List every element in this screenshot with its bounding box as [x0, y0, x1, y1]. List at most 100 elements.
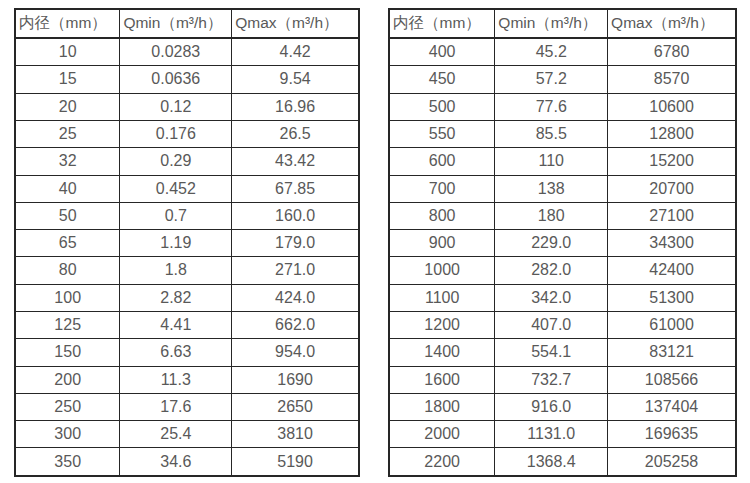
table-cell: 80: [15, 257, 120, 284]
table-cell: 180: [495, 202, 608, 229]
table-cell: 916.0: [495, 393, 608, 420]
table-cell: 2650: [232, 393, 359, 420]
table-cell: 2.82: [120, 284, 232, 311]
table-cell: 550: [389, 120, 495, 147]
flow-table-small-diameters: 内径（mm）Qmin（m³/h）Qmax（m³/h）100.02834.4215…: [14, 8, 360, 477]
column-header: 内径（mm）: [15, 9, 120, 38]
table-cell: 51300: [608, 284, 736, 311]
table-row: 801.8271.0: [15, 257, 359, 284]
table-row: 45057.28570: [389, 66, 736, 93]
table-row: 500.7160.0: [15, 202, 359, 229]
table-cell: 27100: [608, 202, 736, 229]
table-cell: 17.6: [120, 393, 232, 420]
table-cell: 1.19: [120, 230, 232, 257]
table-cell: 138: [495, 175, 608, 202]
table-cell: 61000: [608, 311, 736, 338]
table-cell: 42400: [608, 257, 736, 284]
table-cell: 85.5: [495, 120, 608, 147]
column-header: Qmin（m³/h）: [495, 9, 608, 38]
table-row: 1506.63954.0: [15, 339, 359, 366]
table-cell: 1690: [232, 366, 359, 393]
table-cell: 160.0: [232, 202, 359, 229]
table-cell: 43.42: [232, 148, 359, 175]
table-cell: 450: [389, 66, 495, 93]
table-cell: 20700: [608, 175, 736, 202]
table-row: 1200407.061000: [389, 311, 736, 338]
table-cell: 20: [15, 93, 120, 120]
table-cell: 110: [495, 148, 608, 175]
table-cell: 500: [389, 93, 495, 120]
table-cell: 108566: [608, 366, 736, 393]
table-cell: 0.29: [120, 148, 232, 175]
table-cell: 83121: [608, 339, 736, 366]
table-cell: 125: [15, 311, 120, 338]
table-row: 1000282.042400: [389, 257, 736, 284]
table-cell: 5190: [232, 448, 359, 476]
table-row: 400.45267.85: [15, 175, 359, 202]
table-row: 150.06369.54: [15, 66, 359, 93]
table-cell: 26.5: [232, 120, 359, 147]
table-cell: 25.4: [120, 421, 232, 448]
table-cell: 700: [389, 175, 495, 202]
table-cell: 16.96: [232, 93, 359, 120]
table-cell: 32: [15, 148, 120, 175]
table-cell: 1000: [389, 257, 495, 284]
table-row: 40045.26780: [389, 38, 736, 66]
table-row: 250.17626.5: [15, 120, 359, 147]
table-cell: 2000: [389, 421, 495, 448]
table-cell: 25: [15, 120, 120, 147]
table-row: 900229.034300: [389, 230, 736, 257]
table-row: 1254.41662.0: [15, 311, 359, 338]
table-cell: 554.1: [495, 339, 608, 366]
table-cell: 10: [15, 38, 120, 66]
table-cell: 282.0: [495, 257, 608, 284]
table-row: 20001131.0169635: [389, 421, 736, 448]
table-cell: 4.42: [232, 38, 359, 66]
table-cell: 732.7: [495, 366, 608, 393]
table-cell: 1368.4: [495, 448, 608, 476]
table-cell: 1800: [389, 393, 495, 420]
table-cell: 1200: [389, 311, 495, 338]
table-row: 50077.610600: [389, 93, 736, 120]
table-cell: 67.85: [232, 175, 359, 202]
table-cell: 65: [15, 230, 120, 257]
table-cell: 0.452: [120, 175, 232, 202]
table-row: 200.1216.96: [15, 93, 359, 120]
header-row: 内径（mm）Qmin（m³/h）Qmax（m³/h）: [15, 9, 359, 38]
table-cell: 0.0283: [120, 38, 232, 66]
flow-table-large-diameters: 内径（mm）Qmin（m³/h）Qmax（m³/h）40045.26780450…: [388, 8, 737, 477]
table-cell: 1.8: [120, 257, 232, 284]
column-header: 内径（mm）: [389, 9, 495, 38]
table-cell: 40: [15, 175, 120, 202]
table-cell: 2200: [389, 448, 495, 476]
table-cell: 34.6: [120, 448, 232, 476]
table-row: 25017.62650: [15, 393, 359, 420]
table-cell: 45.2: [495, 38, 608, 66]
table-row: 30025.43810: [15, 421, 359, 448]
table-cell: 662.0: [232, 311, 359, 338]
table-cell: 11.3: [120, 366, 232, 393]
table-cell: 137404: [608, 393, 736, 420]
table-cell: 350: [15, 448, 120, 476]
table-row: 1400554.183121: [389, 339, 736, 366]
table-cell: 169635: [608, 421, 736, 448]
table-cell: 150: [15, 339, 120, 366]
table-cell: 600: [389, 148, 495, 175]
table-cell: 4.41: [120, 311, 232, 338]
table-cell: 250: [15, 393, 120, 420]
table-cell: 0.176: [120, 120, 232, 147]
table-cell: 200: [15, 366, 120, 393]
table-row: 80018027100: [389, 202, 736, 229]
table-cell: 1400: [389, 339, 495, 366]
table-cell: 6.63: [120, 339, 232, 366]
table-cell: 0.0636: [120, 66, 232, 93]
table-row: 1002.82424.0: [15, 284, 359, 311]
table-cell: 3810: [232, 421, 359, 448]
table-cell: 15: [15, 66, 120, 93]
table-row: 1100342.051300: [389, 284, 736, 311]
table-cell: 8570: [608, 66, 736, 93]
table-row: 1600732.7108566: [389, 366, 736, 393]
table-cell: 0.12: [120, 93, 232, 120]
table-cell: 342.0: [495, 284, 608, 311]
table-cell: 205258: [608, 448, 736, 476]
